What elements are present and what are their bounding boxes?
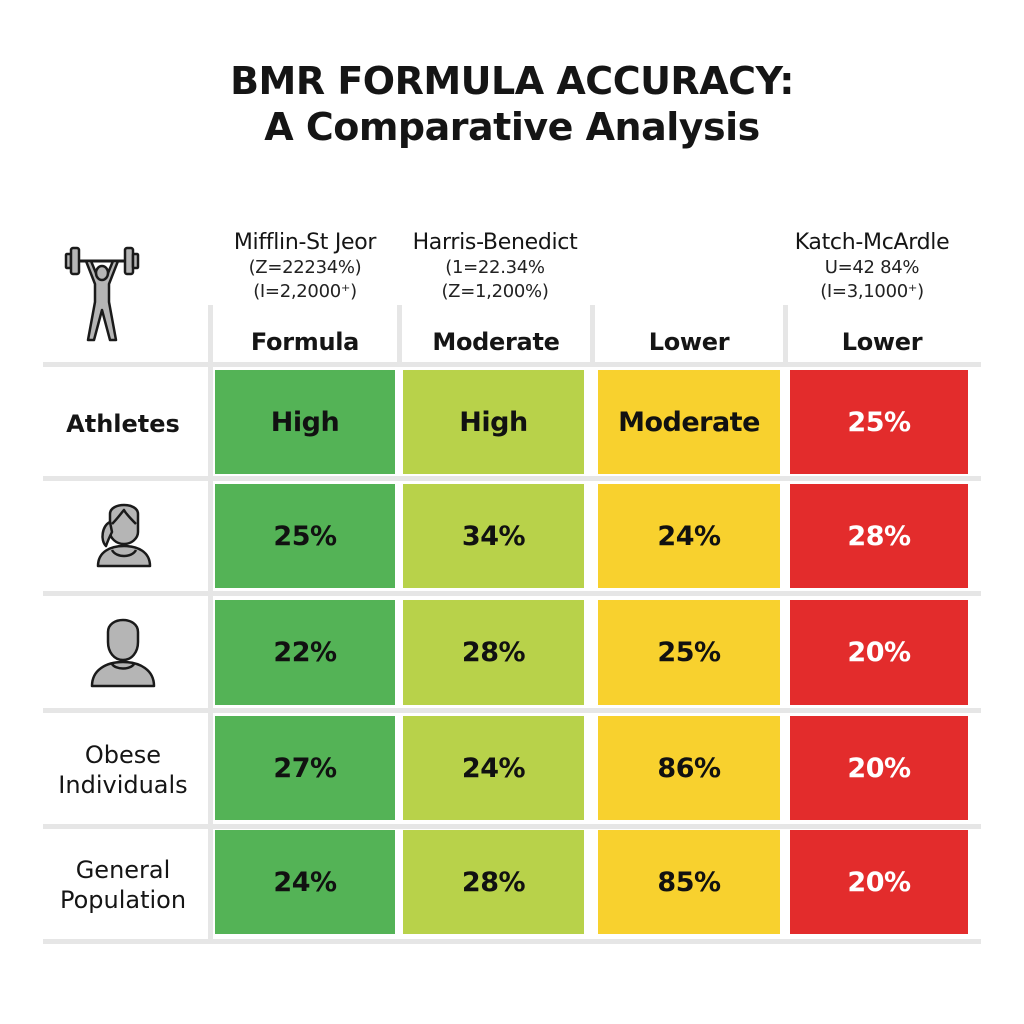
- chart-title: BMR FORMULA ACCURACY: A Comparative Anal…: [0, 58, 1024, 150]
- title-line-2: A Comparative Analysis: [264, 105, 760, 149]
- column-stat-1: (1=22.34%: [445, 257, 545, 278]
- header-divider: [590, 305, 595, 365]
- column-header-mifflin: Mifflin-St Jeor (Z=22234%) (I=2,2000⁺): [205, 230, 405, 304]
- column-stat-1: U=42 84%: [824, 257, 920, 278]
- weightlifter-icon: [62, 240, 142, 352]
- column-stat-2: (I=3,1000⁺): [820, 281, 924, 302]
- column-header-harris: Harris-Benedict (1=22.34% (Z=1,200%): [395, 230, 595, 304]
- column-stat-2: (I=2,2000⁺): [253, 281, 357, 302]
- row-label-general-population: General Population: [43, 830, 203, 940]
- subheader-lower: Lower: [841, 328, 923, 356]
- cell: 24%: [215, 830, 395, 934]
- subheader-lower: Lower: [648, 328, 730, 356]
- header-divider: [397, 305, 402, 365]
- row-label-line-1: General: [75, 856, 171, 884]
- subheader-formula: Formula: [250, 328, 360, 356]
- column-header-katch: Katch-McArdle U=42 84% (I=3,1000⁺): [772, 230, 972, 304]
- row-divider: [43, 362, 981, 367]
- cell: Moderate: [598, 370, 780, 474]
- cell: 28%: [403, 600, 584, 705]
- row-divider: [43, 824, 981, 829]
- cell: 28%: [403, 830, 584, 934]
- column-name: Harris-Benedict: [412, 230, 578, 255]
- cell: High: [215, 370, 395, 474]
- column-stat-1: (Z=22234%): [248, 257, 362, 278]
- title-line-1: BMR FORMULA ACCURACY:: [230, 59, 794, 103]
- cell: 28%: [790, 484, 968, 588]
- cell: 25%: [215, 484, 395, 588]
- row-label-athletes: Athletes: [66, 410, 180, 438]
- column-name: Mifflin-St Jeor: [233, 230, 377, 255]
- row-divider: [43, 708, 981, 713]
- subheader-moderate: Moderate: [432, 328, 560, 356]
- column-stat-2: (Z=1,200%): [441, 281, 549, 302]
- cell: 20%: [790, 600, 968, 705]
- header-divider: [208, 305, 213, 365]
- row-divider: [43, 939, 981, 944]
- cell: 25%: [790, 370, 968, 474]
- row-label-obese-individuals: Obese Individuals: [43, 714, 203, 826]
- cell: 20%: [790, 716, 968, 820]
- cell: 24%: [403, 716, 584, 820]
- row-label-line-1: Obese: [84, 741, 162, 769]
- row-divider: [43, 476, 981, 481]
- row-divider: [43, 591, 981, 596]
- cell: 22%: [215, 600, 395, 705]
- woman-avatar-icon: [92, 500, 156, 572]
- cell: 24%: [598, 484, 780, 588]
- cell: 27%: [215, 716, 395, 820]
- cell: 20%: [790, 830, 968, 934]
- cell: 86%: [598, 716, 780, 820]
- label-column-divider: [208, 362, 213, 944]
- cell: 85%: [598, 830, 780, 934]
- man-avatar-icon: [88, 612, 158, 690]
- cell: 34%: [403, 484, 584, 588]
- header-divider: [783, 305, 788, 365]
- cell: High: [403, 370, 584, 474]
- row-label-line-2: Individuals: [58, 771, 188, 799]
- column-name: Katch-McArdle: [794, 230, 950, 255]
- cell: 25%: [598, 600, 780, 705]
- row-label-line-2: Population: [59, 886, 187, 914]
